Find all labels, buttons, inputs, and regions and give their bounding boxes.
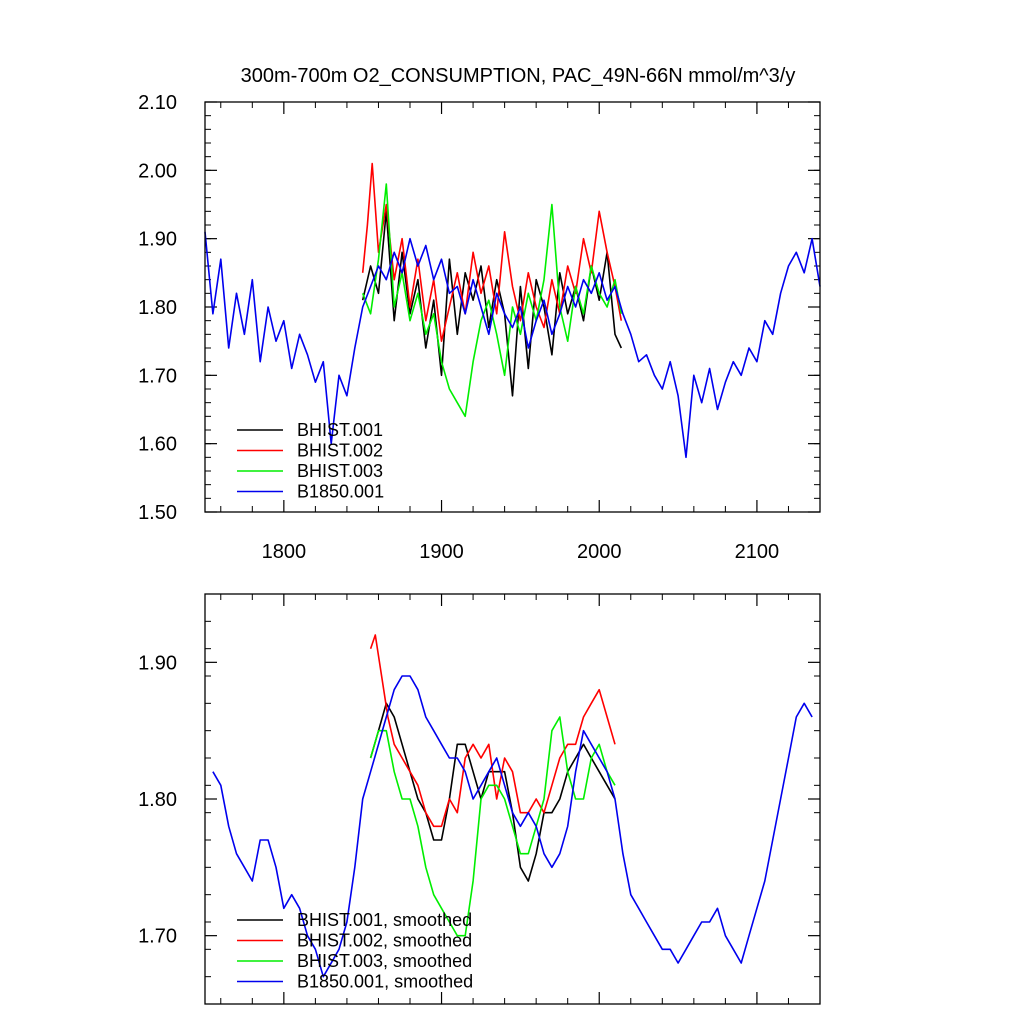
bottom-legend-label: BHIST.003, smoothed xyxy=(297,951,472,971)
top-x-tick-label: 1900 xyxy=(419,541,464,563)
top-y-tick-label: 1.60 xyxy=(138,434,177,456)
bottom-panel-series xyxy=(212,634,813,978)
top-x-tick-label: 2000 xyxy=(577,541,622,563)
top-x-tick-label: 2100 xyxy=(735,541,780,563)
bottom-y-tick-label: 1.90 xyxy=(138,652,177,674)
top-legend-label: B1850.001 xyxy=(297,482,384,502)
top-y-tick-label: 1.50 xyxy=(138,502,177,524)
top-series-line-0 xyxy=(361,210,623,397)
bottom-panel-frame xyxy=(204,593,821,1005)
top-y-tick-label: 1.70 xyxy=(138,365,177,387)
top-y-tick-label: 2.00 xyxy=(138,160,177,182)
bottom-series-line-3 xyxy=(212,675,813,978)
top-y-tick-label: 2.10 xyxy=(138,92,177,114)
bottom-legend-label: BHIST.001, smoothed xyxy=(297,910,472,930)
top-series-line-1 xyxy=(361,162,623,343)
bottom-y-tick-label: 1.80 xyxy=(138,789,177,811)
bottom-y-tick-label: 1.70 xyxy=(138,926,177,948)
bottom-series-line-1 xyxy=(369,634,616,828)
top-series-line-3 xyxy=(204,231,821,459)
top-x-tick-label: 1800 xyxy=(262,541,307,563)
bottom-legend-label: B1850.001, smoothed xyxy=(297,972,473,992)
top-panel-title: 300m-700m O2_CONSUMPTION, PAC_49N-66N mm… xyxy=(241,65,796,87)
bottom-panel-ticks: 1.70 1.80 1.90 xyxy=(138,593,821,1005)
bottom-series-line-2 xyxy=(369,716,616,937)
top-legend-label: BHIST.001 xyxy=(297,420,383,440)
top-y-tick-label: 1.80 xyxy=(138,297,177,319)
top-y-tick-label: 1.90 xyxy=(138,229,177,251)
bottom-legend-label: BHIST.002, smoothed xyxy=(297,931,472,951)
top-panel-frame xyxy=(204,101,821,513)
bottom-panel: 1.701.801.90 BHIST.001, smoothedBHIST.00… xyxy=(138,593,821,1005)
top-legend-label: BHIST.002 xyxy=(297,441,383,461)
top-legend-label: BHIST.003 xyxy=(297,461,383,481)
top-panel: 300m-700m O2_CONSUMPTION, PAC_49N-66N mm… xyxy=(138,65,821,563)
top-panel-series xyxy=(204,162,821,459)
